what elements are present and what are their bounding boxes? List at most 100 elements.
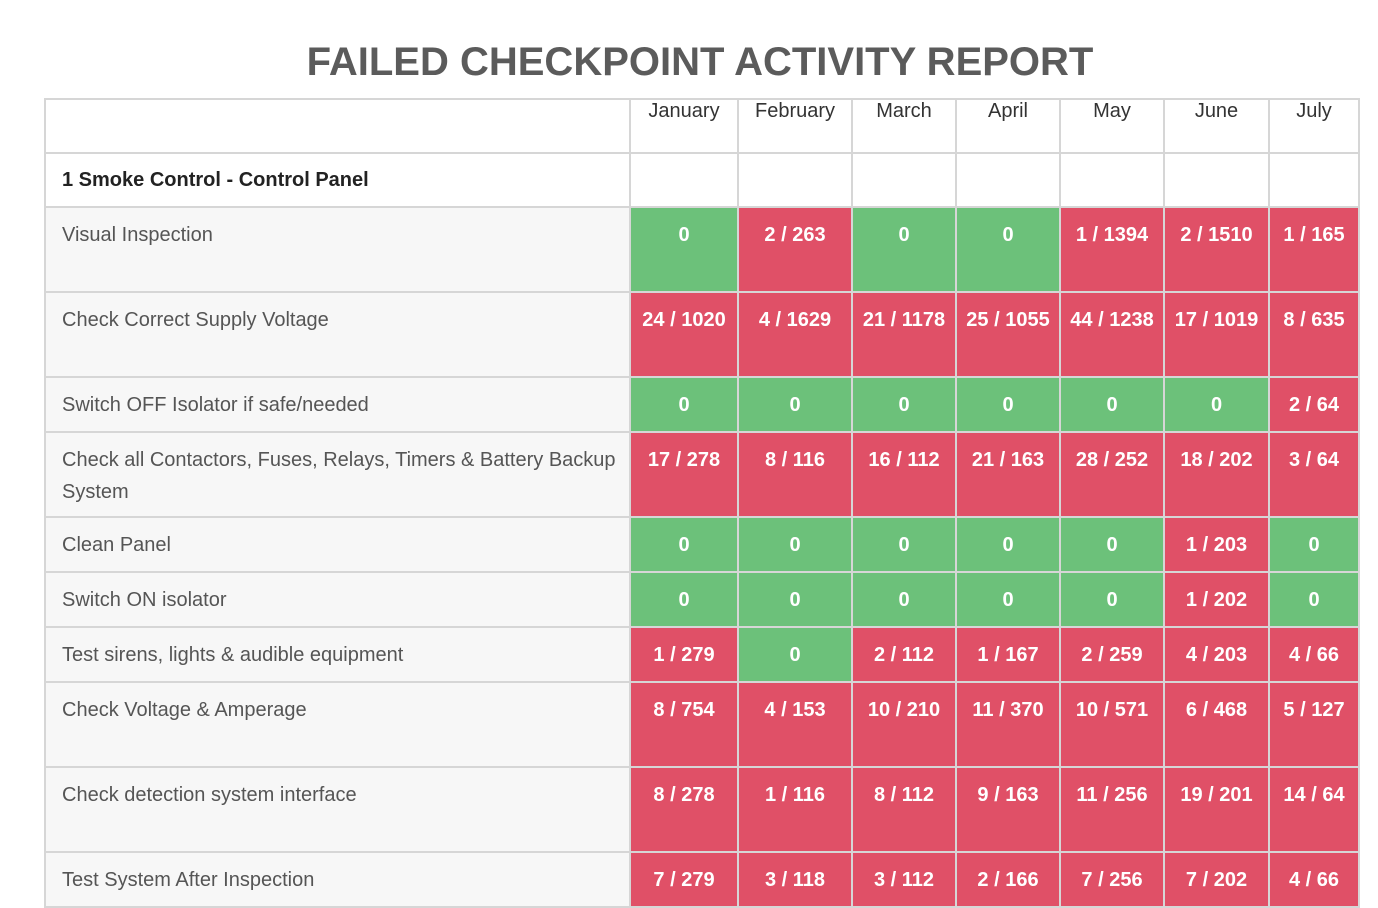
result-cell-may: 10 / 571 [1059,681,1165,768]
section-empty-cell [1163,152,1270,208]
result-cell-may: 0 [1059,516,1165,573]
result-cell-february: 3 / 118 [737,851,853,908]
result-cell-july: 4 / 66 [1268,626,1360,683]
result-cell-january: 7 / 279 [629,851,739,908]
result-cell-february: 8 / 116 [737,431,853,518]
result-cell-march: 3 / 112 [851,851,957,908]
result-cell-february: 0 [737,626,853,683]
result-cell-july: 0 [1268,516,1360,573]
result-cell-april: 0 [955,516,1061,573]
checkpoint-row: Clean Panel 0 0 0 0 0 1 / 203 0 [44,516,1360,573]
checkpoint-label: Visual Inspection [44,206,631,293]
result-cell-july: 1 / 165 [1268,206,1360,293]
result-cell-may: 1 / 1394 [1059,206,1165,293]
checkpoint-row: Visual Inspection 0 2 / 263 0 0 1 / 1394 2 / 1… [44,206,1360,293]
section-empty-cell [851,152,957,208]
result-cell-january: 24 / 1020 [629,291,739,378]
checkpoint-label: Switch ON isolator [44,571,631,628]
result-cell-april: 0 [955,376,1061,433]
checkpoint-row: Check detection system interface 8 / 278 1… [44,766,1360,853]
result-cell-january: 0 [629,516,739,573]
section-label: 1 Smoke Control - Control Panel [44,152,631,208]
result-cell-march: 0 [851,376,957,433]
checkpoint-label: Check detection system interface [44,766,631,853]
section-empty-cell [1059,152,1165,208]
result-cell-february: 0 [737,376,853,433]
result-cell-january: 17 / 278 [629,431,739,518]
result-cell-july: 3 / 64 [1268,431,1360,518]
result-cell-june: 1 / 203 [1163,516,1270,573]
checkpoint-row: Test System After Inspection 7 / 279 3 / 1… [44,851,1360,908]
result-cell-january: 0 [629,376,739,433]
section-row: 1 Smoke Control - Control Panel [44,152,1360,208]
result-cell-april: 21 / 163 [955,431,1061,518]
month-header-february: February [737,98,853,154]
month-header-july: July [1268,98,1360,154]
result-cell-may: 44 / 1238 [1059,291,1165,378]
result-cell-june: 4 / 203 [1163,626,1270,683]
result-cell-february: 0 [737,571,853,628]
month-header-january: January [629,98,739,154]
result-cell-june: 7 / 202 [1163,851,1270,908]
result-cell-june: 19 / 201 [1163,766,1270,853]
result-cell-may: 7 / 256 [1059,851,1165,908]
result-cell-march: 16 / 112 [851,431,957,518]
result-cell-may: 11 / 256 [1059,766,1165,853]
checkpoint-row: Test sirens, lights & audible equipment 1… [44,626,1360,683]
checkpoint-label: Check Voltage & Amperage [44,681,631,768]
month-header-march: March [851,98,957,154]
checkpoint-row: Check all Contactors, Fuses, Relays, Tim… [44,431,1360,518]
month-header-june: June [1163,98,1270,154]
result-cell-june: 1 / 202 [1163,571,1270,628]
result-cell-april: 1 / 167 [955,626,1061,683]
checkpoint-label: Test sirens, lights & audible equipment [44,626,631,683]
checkpoint-row: Check Correct Supply Voltage 24 / 1020 4 /… [44,291,1360,378]
section-empty-cell [1268,152,1360,208]
result-cell-july: 2 / 64 [1268,376,1360,433]
result-cell-may: 28 / 252 [1059,431,1165,518]
header-corner-cell [44,98,631,154]
result-cell-march: 0 [851,571,957,628]
month-header-april: April [955,98,1061,154]
result-cell-march: 0 [851,516,957,573]
result-cell-may: 0 [1059,376,1165,433]
result-cell-april: 2 / 166 [955,851,1061,908]
result-cell-march: 8 / 112 [851,766,957,853]
result-cell-may: 2 / 259 [1059,626,1165,683]
result-cell-july: 8 / 635 [1268,291,1360,378]
result-cell-january: 8 / 278 [629,766,739,853]
checkpoint-row: Check Voltage & Amperage 8 / 754 4 / 153 10… [44,681,1360,768]
result-cell-july: 0 [1268,571,1360,628]
result-cell-june: 6 / 468 [1163,681,1270,768]
result-cell-march: 0 [851,206,957,293]
checkpoint-row: Switch ON isolator 0 0 0 0 0 1 / 202 0 [44,571,1360,628]
result-cell-february: 0 [737,516,853,573]
checkpoint-label: Clean Panel [44,516,631,573]
checkpoint-label: Switch OFF Isolator if safe/needed [44,376,631,433]
result-cell-april: 0 [955,571,1061,628]
section-empty-cell [629,152,739,208]
report-title: FAILED CHECKPOINT ACTIVITY REPORT [306,40,1094,84]
result-cell-april: 11 / 370 [955,681,1061,768]
header-row: January February March April May June Ju… [44,98,1360,154]
result-cell-june: 0 [1163,376,1270,433]
result-cell-april: 9 / 163 [955,766,1061,853]
result-cell-june: 2 / 1510 [1163,206,1270,293]
checkpoint-row: Switch OFF Isolator if safe/needed 0 0 0 0 0 0… [44,376,1360,433]
result-cell-january: 1 / 279 [629,626,739,683]
result-cell-april: 25 / 1055 [955,291,1061,378]
result-cell-may: 0 [1059,571,1165,628]
month-header-may: May [1059,98,1165,154]
report-table: January February March April May June Ju… [44,98,1360,908]
result-cell-february: 1 / 116 [737,766,853,853]
section-empty-cell [737,152,853,208]
result-cell-june: 17 / 1019 [1163,291,1270,378]
result-cell-january: 8 / 754 [629,681,739,768]
checkpoint-label: Check all Contactors, Fuses, Relays, Tim… [44,431,631,518]
result-cell-march: 10 / 210 [851,681,957,768]
section-empty-cell [955,152,1061,208]
result-cell-february: 4 / 1629 [737,291,853,378]
checkpoint-label: Check Correct Supply Voltage [44,291,631,378]
result-cell-june: 18 / 202 [1163,431,1270,518]
result-cell-july: 14 / 64 [1268,766,1360,853]
